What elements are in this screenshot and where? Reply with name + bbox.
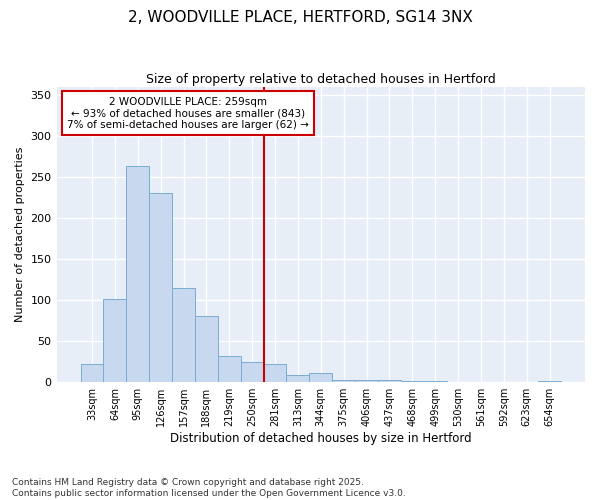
Bar: [127, 166, 149, 382]
Bar: [195, 316, 218, 382]
Bar: [310, 373, 332, 382]
Bar: [263, 364, 286, 382]
Bar: [424, 380, 446, 382]
Text: 2, WOODVILLE PLACE, HERTFORD, SG14 3NX: 2, WOODVILLE PLACE, HERTFORD, SG14 3NX: [128, 10, 472, 25]
Bar: [149, 192, 172, 382]
X-axis label: Distribution of detached houses by size in Hertford: Distribution of detached houses by size …: [170, 432, 472, 445]
Bar: [80, 364, 103, 382]
Bar: [538, 380, 561, 382]
Text: 2 WOODVILLE PLACE: 259sqm
← 93% of detached houses are smaller (843)
7% of semi-: 2 WOODVILLE PLACE: 259sqm ← 93% of detac…: [67, 96, 309, 130]
Bar: [218, 356, 241, 382]
Bar: [286, 375, 310, 382]
Bar: [378, 380, 401, 382]
Title: Size of property relative to detached houses in Hertford: Size of property relative to detached ho…: [146, 72, 496, 86]
Bar: [103, 300, 127, 382]
Bar: [172, 288, 195, 382]
Bar: [332, 380, 355, 382]
Y-axis label: Number of detached properties: Number of detached properties: [15, 147, 25, 322]
Bar: [355, 380, 378, 382]
Text: Contains HM Land Registry data © Crown copyright and database right 2025.
Contai: Contains HM Land Registry data © Crown c…: [12, 478, 406, 498]
Bar: [241, 362, 263, 382]
